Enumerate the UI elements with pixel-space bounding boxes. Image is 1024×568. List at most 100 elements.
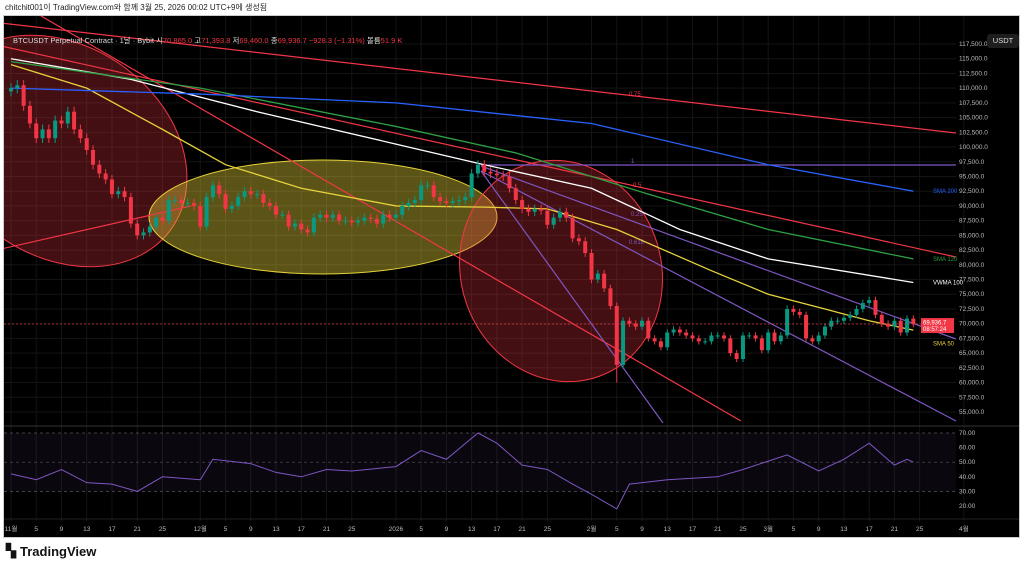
candle-body (122, 191, 127, 198)
rsi-line (10, 432, 914, 510)
rsi-tick-label: 60.00 (959, 445, 976, 452)
fib-label: 0.5 (633, 183, 642, 189)
candle-body (431, 185, 436, 198)
candle-body (532, 208, 537, 212)
candle-body (217, 185, 222, 195)
candle-body (91, 149, 96, 165)
price-tick-label: 67,500.0 (959, 335, 985, 342)
candle-body (400, 205, 405, 215)
date-tick-label: 9 (445, 526, 449, 533)
candle-body (84, 138, 89, 150)
chart-svg[interactable]: 0.75 1 0.5 0.25 0.618 SMA 50 VWMA 100 SMA 120 SM… (4, 16, 1020, 538)
candle-body (21, 85, 26, 106)
high-value: 71,393.8 (201, 36, 231, 45)
candle-body (627, 320, 632, 324)
tradingview-logo[interactable]: ▚ TradingView (6, 543, 96, 559)
candle-body (223, 194, 228, 209)
low-value: 69,460.0 (239, 36, 269, 45)
candle-body (589, 253, 594, 280)
candle-body (318, 214, 323, 218)
candle-body (570, 217, 575, 239)
yellow-ellipse-drawing (148, 159, 498, 275)
candle-body (513, 188, 518, 201)
date-tick-label: 21 (134, 526, 142, 533)
candle-body (368, 217, 373, 219)
date-tick-label: 17 (689, 526, 697, 533)
date-tick-label: 21 (518, 526, 526, 533)
candle-body (747, 335, 752, 337)
candle-body (349, 220, 354, 223)
symbol-name[interactable]: BTCUSDT Perpetual Contract · 1날 · Bybit (13, 36, 154, 45)
candle-body (387, 214, 392, 218)
candle-body (292, 223, 297, 227)
date-tick-label: 12월 (194, 524, 207, 533)
price-tick-label: 65,000.0 (959, 350, 985, 357)
candle-body (444, 201, 449, 203)
date-tick-label: 9 (817, 526, 821, 533)
candle-body (166, 200, 171, 221)
candle-body (191, 202, 196, 206)
price-tick-label: 87,500.0 (959, 218, 985, 225)
candle-body (255, 194, 260, 196)
candle-body (450, 201, 455, 203)
date-tick-label: 5 (419, 526, 423, 533)
candle-body (185, 202, 190, 204)
date-tick-label: 13 (468, 526, 476, 533)
fib-line-0.618 (480, 170, 664, 424)
candle-body (898, 320, 903, 333)
candle-body (583, 241, 588, 254)
candle-body (804, 314, 809, 339)
candle-body (53, 120, 58, 139)
candle-body (406, 202, 411, 206)
candle-body (614, 306, 619, 365)
candle-body (463, 197, 468, 201)
candle-body (488, 171, 493, 174)
price-tick-label: 95,000.0 (959, 173, 985, 180)
candle-body (797, 311, 802, 315)
candle-body (539, 208, 544, 211)
candle-body (646, 320, 651, 339)
fib-label: 0.75 (629, 92, 641, 98)
candle-body (766, 332, 771, 351)
candle-body (785, 308, 790, 336)
price-tick-label: 70,000.0 (959, 321, 985, 328)
price-tick-label: 85,000.0 (959, 232, 985, 239)
candle-body (709, 335, 714, 342)
candle-body (103, 173, 108, 180)
candle-body (65, 111, 70, 124)
candle-body (526, 208, 531, 212)
date-tick-label: 13 (83, 526, 91, 533)
candle-body (27, 105, 32, 124)
price-tick-label: 102,500.0 (959, 129, 988, 136)
candle-body (677, 329, 682, 333)
candle-body (507, 176, 512, 189)
rsi-tick-label: 40.00 (959, 474, 976, 481)
change-value: −928.3 (−1.31%) (308, 36, 365, 45)
candle-body (97, 164, 102, 174)
chart-caption: chitchit001이 TradingView.com와 함께 3월 25, … (5, 3, 268, 12)
candle-body (173, 200, 178, 202)
rsi-tick-label: 30.00 (959, 488, 976, 495)
candle-body (179, 200, 184, 203)
red-ellipse-drawing (459, 159, 663, 383)
currency-button[interactable]: USDT (987, 34, 1019, 48)
ma-label: SMA 200 (933, 189, 958, 195)
date-tick-label: 9 (60, 526, 64, 533)
candle-body (141, 232, 146, 236)
candle-body (690, 335, 695, 339)
date-tick-label: 17 (108, 526, 116, 533)
symbol-legend: BTCUSDT Perpetual Contract · 1날 · Bybit … (13, 35, 402, 46)
rsi-tick-label: 70.00 (959, 430, 976, 437)
ma-label: SMA 120 (933, 257, 958, 263)
candle-body (740, 335, 745, 360)
candle-body (873, 300, 878, 315)
candle-body (154, 217, 159, 227)
date-tick-label: 21 (891, 526, 899, 533)
candle-body (160, 217, 165, 221)
date-tick-label: 17 (866, 526, 874, 533)
price-tick-label: 90,000.0 (959, 203, 985, 210)
candle-body (15, 85, 20, 89)
candle-body (728, 338, 733, 354)
chart-area[interactable]: 0.75 1 0.5 0.25 0.618 SMA 50 VWMA 100 SMA 120 SM… (3, 15, 1020, 538)
date-tick-label: 5 (615, 526, 619, 533)
